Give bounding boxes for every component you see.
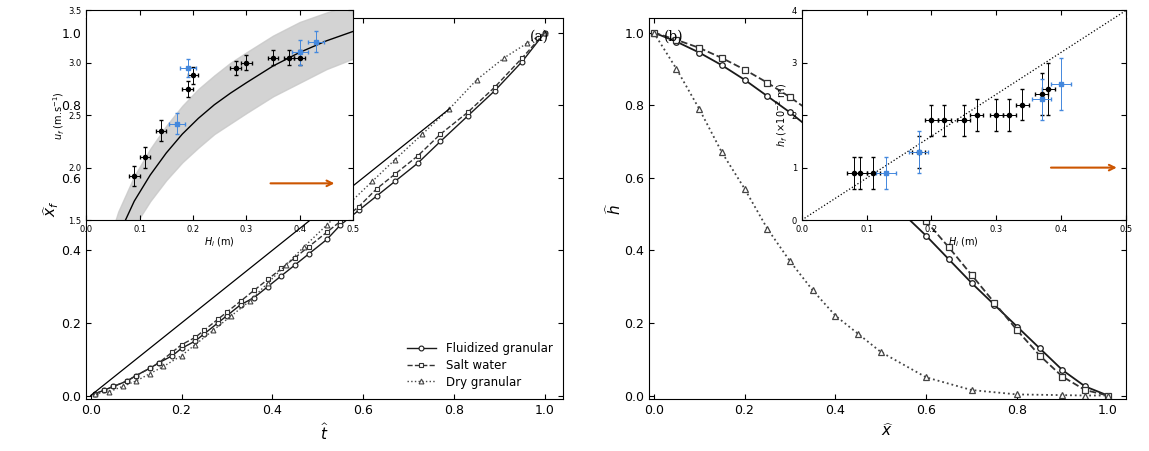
Fluidized granular <box>352 208 365 213</box>
Fluidized granular <box>221 313 234 318</box>
Dry granular <box>388 157 402 162</box>
Dry granular <box>298 244 311 249</box>
Salt water <box>152 360 165 366</box>
Salt water <box>121 378 134 384</box>
Dry granular <box>102 389 116 395</box>
Dry granular <box>156 364 170 369</box>
Fluidized granular <box>198 331 211 336</box>
Dry granular <box>116 384 130 389</box>
Salt water <box>175 342 188 347</box>
Fluidized granular <box>211 320 225 326</box>
Dry granular <box>519 41 533 46</box>
Fluidized granular <box>247 295 261 300</box>
Y-axis label: $\widehat{x}_f$: $\widehat{x}_f$ <box>41 200 61 217</box>
Salt water <box>275 266 288 271</box>
Dry granular <box>498 55 511 61</box>
Y-axis label: $\widehat{h}$: $\widehat{h}$ <box>604 202 624 215</box>
Salt water <box>165 349 179 354</box>
Fluidized granular <box>188 338 202 344</box>
Dry granular <box>129 378 142 384</box>
Salt water <box>88 391 102 396</box>
Fluidized granular <box>165 353 179 358</box>
Text: (b): (b) <box>663 29 684 43</box>
X-axis label: $\widehat{x}$: $\widehat{x}$ <box>881 423 894 439</box>
Salt water <box>247 288 261 293</box>
Dry granular <box>88 391 102 396</box>
Salt water <box>370 186 384 191</box>
Salt water <box>98 387 111 393</box>
Fluidized granular <box>261 284 275 290</box>
Fluidized granular <box>142 366 156 371</box>
Salt water <box>319 230 333 235</box>
Dry granular <box>415 132 429 137</box>
Line: Dry granular: Dry granular <box>93 30 547 396</box>
Dry granular <box>188 342 202 347</box>
Fluidized granular <box>275 273 288 278</box>
Salt water <box>288 255 302 260</box>
Fluidized granular <box>152 360 165 366</box>
Dry granular <box>538 30 552 35</box>
Text: (a): (a) <box>530 29 549 43</box>
Dry granular <box>242 299 256 304</box>
Fluidized granular <box>333 222 347 228</box>
Salt water <box>261 276 275 282</box>
Salt water <box>411 153 425 159</box>
Dry granular <box>224 313 238 318</box>
Fluidized granular <box>121 378 134 384</box>
Dry granular <box>175 353 188 358</box>
Dry granular <box>279 262 293 267</box>
Salt water <box>388 171 402 177</box>
Salt water <box>129 373 142 378</box>
Salt water <box>433 132 447 137</box>
Salt water <box>333 219 347 224</box>
Dry granular <box>442 106 456 111</box>
Legend: Fluidized granular, Salt water, Dry granular: Fluidized granular, Salt water, Dry gran… <box>402 338 557 393</box>
Dry granular <box>319 222 333 228</box>
Dry granular <box>207 327 221 333</box>
Fluidized granular <box>233 302 247 308</box>
Salt water <box>302 244 316 249</box>
Dry granular <box>470 77 484 83</box>
Fluidized granular <box>107 384 121 389</box>
Salt water <box>538 30 552 35</box>
Salt water <box>352 204 365 209</box>
Salt water <box>461 110 475 115</box>
Salt water <box>198 327 211 333</box>
Dry granular <box>261 280 275 285</box>
Salt water <box>107 384 121 389</box>
Fluidized granular <box>488 88 502 93</box>
Fluidized granular <box>98 387 111 393</box>
Dry granular <box>142 371 156 377</box>
Fluidized granular <box>538 30 552 35</box>
Dry granular <box>365 179 379 184</box>
Fluidized granular <box>370 193 384 198</box>
Salt water <box>221 309 234 315</box>
Salt water <box>211 317 225 322</box>
Fluidized granular <box>288 262 302 267</box>
Fluidized granular <box>515 59 529 64</box>
Fluidized granular <box>411 161 425 166</box>
Salt water <box>142 366 156 371</box>
Fluidized granular <box>461 113 475 119</box>
Fluidized granular <box>302 251 316 257</box>
Line: Fluidized granular: Fluidized granular <box>93 30 547 396</box>
Dry granular <box>342 200 356 206</box>
Salt water <box>515 55 529 61</box>
Line: Salt water: Salt water <box>93 30 547 396</box>
X-axis label: $\widehat{t}$: $\widehat{t}$ <box>321 423 329 443</box>
Salt water <box>188 335 202 340</box>
Salt water <box>488 84 502 90</box>
Salt water <box>233 299 247 304</box>
Fluidized granular <box>388 179 402 184</box>
Fluidized granular <box>319 237 333 242</box>
Fluidized granular <box>88 391 102 396</box>
Fluidized granular <box>175 345 188 351</box>
Fluidized granular <box>433 139 447 144</box>
Fluidized granular <box>129 373 142 378</box>
